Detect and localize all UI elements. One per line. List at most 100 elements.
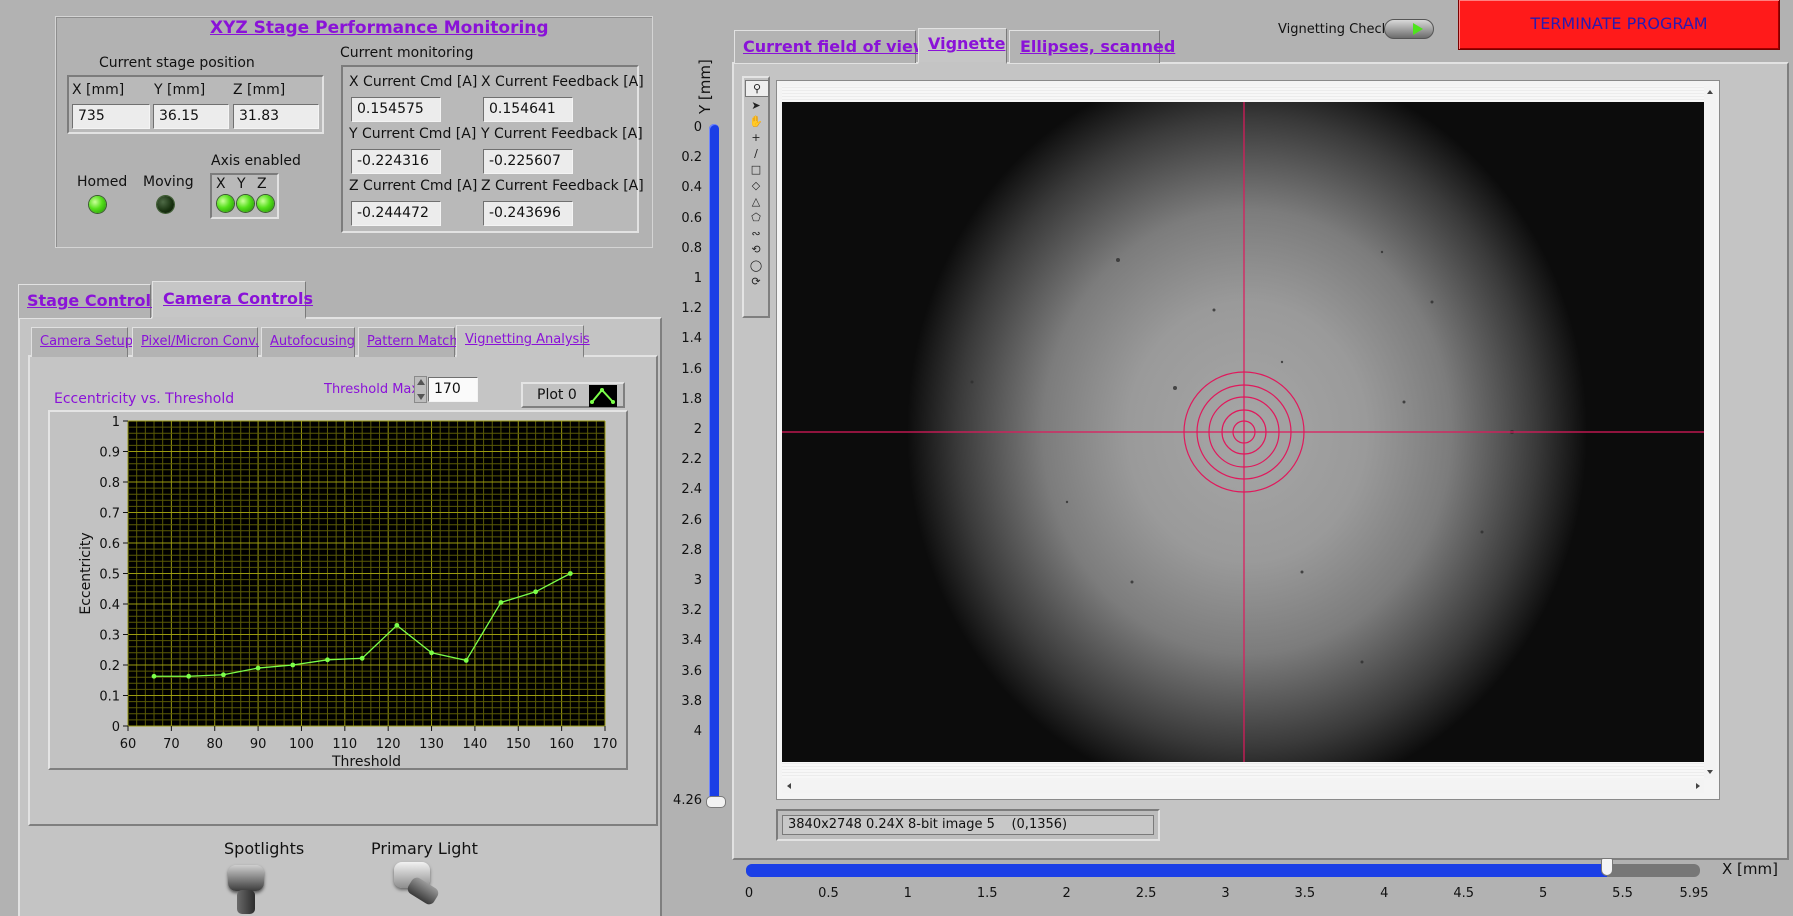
spinner-down-icon[interactable] (417, 394, 425, 400)
x-axis-slider-handle[interactable] (1600, 858, 1613, 876)
y-fb-field[interactable]: -0.225607 (483, 149, 573, 174)
x-fb-field[interactable]: 0.154641 (483, 97, 573, 122)
x-axis-label: X [mm] (1722, 860, 1778, 878)
horizontal-scrollbar[interactable] (782, 780, 1704, 793)
y-axis-tick-label: 2.2 (681, 452, 702, 468)
freehand-icon[interactable]: ∾ (751, 227, 761, 240)
tab-camera-controls-label: Camera Controls (163, 289, 313, 308)
tab-current-field-of-view[interactable]: Current field of view (734, 30, 928, 63)
spinner-up-icon[interactable] (417, 379, 425, 385)
tab-stage-controls-label: Stage Controls (27, 291, 161, 310)
z-position-field[interactable]: 31.83 (233, 104, 319, 129)
y-axis-title: Eccentricity (78, 532, 94, 614)
pointer-icon[interactable]: ➤ (751, 99, 761, 112)
tab-camera-controls[interactable]: Camera Controls (152, 281, 313, 319)
point-icon[interactable]: + (751, 131, 761, 144)
terminate-program-button[interactable]: TERMINATE PROGRAM (1458, 0, 1780, 50)
x-axis-ticks: 0 0.5 1 1.5 2 2.5 3 3.5 4 4.5 5 5.5 5.95 (0, 886, 1793, 906)
x-cmd-field[interactable]: 0.154575 (351, 97, 441, 122)
y-tick-label: 0.7 (99, 507, 120, 522)
x-cmd-label: X Current Cmd [A] (349, 74, 478, 90)
y-axis-tick-label: 0.6 (681, 210, 702, 226)
x-axis-slider-track[interactable] (746, 864, 1700, 877)
tab-ellipses-scanned[interactable]: Ellipses, scanned (1009, 30, 1175, 63)
polygon-icon[interactable]: ⬠ (751, 211, 761, 224)
image-tools-palette: ⚲ ➤ ✋ + ∕ □ ◇ △ ⬠ ∾ ⟲ ◯ ⟳ (742, 76, 770, 318)
z-fb-field[interactable]: -0.243696 (483, 201, 573, 226)
y-axis-tick-label: 1.4 (681, 331, 702, 347)
axis-y-led[interactable] (237, 195, 254, 212)
vignetting-check-button[interactable] (1384, 19, 1434, 39)
y-cmd-label: Y Current Cmd [A] (349, 126, 477, 142)
tab-stage-controls[interactable]: Stage Controls (18, 284, 161, 318)
sub-tab-pixel-micron[interactable]: Pixel/Micron Conv. (132, 327, 259, 357)
rectangle-icon[interactable]: □ (750, 163, 762, 176)
camera-image[interactable] (782, 102, 1704, 762)
sub-tab-autofocusing[interactable]: Autofocusing (261, 327, 355, 357)
x-tick-label: 160 (549, 737, 574, 752)
x-axis-title: Threshold (331, 754, 401, 770)
y-tick-label: 0.6 (99, 537, 120, 552)
y-cmd-field[interactable]: -0.224316 (351, 149, 441, 174)
vertical-scrollbar[interactable] (1704, 86, 1716, 778)
plot-legend[interactable]: Plot 0 (521, 382, 625, 408)
z-fb-label: Z Current Feedback [A] (481, 178, 644, 194)
y-position-field[interactable]: 36.15 (153, 104, 229, 129)
scroll-down-icon[interactable] (1707, 770, 1713, 774)
broken-annulus-icon[interactable]: ⟳ (751, 275, 761, 288)
y-axis-label: Y [mm] (696, 59, 714, 114)
polyline-icon[interactable]: ⟲ (751, 243, 761, 256)
terminate-program-label: TERMINATE PROGRAM (1530, 14, 1708, 33)
x-position-field[interactable]: 735 (72, 104, 150, 129)
line-icon[interactable]: ∕ (754, 147, 758, 160)
primary-light-toggle[interactable] (392, 860, 444, 910)
x-tick-label: 140 (462, 737, 487, 752)
y-axis-tick-label: 0.8 (681, 240, 702, 256)
y-tick-label: 0.1 (99, 690, 120, 705)
axis-x-led[interactable] (217, 195, 234, 212)
monitor-panel (55, 16, 653, 248)
sub-tab-vignetting-analysis[interactable]: Vignetting Analysis (456, 325, 590, 358)
z-cmd-field[interactable]: -0.244472 (351, 201, 441, 226)
stage-position-label: Current stage position (99, 55, 255, 71)
y-axis-slider-track[interactable] (709, 124, 719, 804)
tab-vignette[interactable]: Vignette (918, 28, 1007, 64)
scroll-left-icon[interactable] (787, 783, 791, 789)
y-axis-slider-handle[interactable] (706, 796, 726, 808)
scroll-up-icon[interactable] (1707, 90, 1713, 94)
image-display-top-strip (782, 86, 1704, 102)
chart-title: Eccentricity vs. Threshold (54, 391, 235, 407)
axis-z-led[interactable] (257, 195, 274, 212)
image-display-bottom-strip (782, 762, 1704, 778)
y-axis-tick-label: 1.2 (681, 301, 702, 317)
annulus-icon[interactable]: △ (751, 195, 761, 208)
y-tick-label: 1 (112, 415, 120, 430)
scroll-right-icon[interactable] (1696, 783, 1700, 789)
pan-hand-icon[interactable]: ✋ (749, 115, 763, 128)
oval-icon[interactable]: ◯ (749, 259, 763, 272)
zoom-icon[interactable]: ⚲ (745, 80, 769, 97)
sub-tab-pattern-match[interactable]: Pattern Match (358, 327, 458, 357)
x-axis-tick-label: 5.95 (1679, 886, 1709, 901)
data-point (325, 657, 330, 663)
current-monitoring-label: Current monitoring (340, 45, 474, 61)
y-tick-label: 0.8 (99, 476, 120, 491)
x-axis-slider-fill (746, 864, 1607, 877)
image-coords-text: (0,1356) (1011, 817, 1068, 832)
monitor-title[interactable]: XYZ Stage Performance Monitoring (210, 18, 549, 38)
primary-light-label: Primary Light (371, 839, 478, 858)
threshold-max-field[interactable]: 170 (428, 377, 478, 402)
image-info-text: 3840x2748 0.24X 8-bit image 5 (788, 817, 995, 832)
play-icon (1413, 23, 1423, 35)
spotlights-toggle[interactable] (228, 862, 268, 914)
x-axis-tick-label: 1.5 (976, 886, 998, 901)
y-tick-label: 0 (112, 720, 120, 735)
camera-image-overlay (782, 102, 1704, 762)
threshold-max-spinner[interactable] (414, 376, 427, 403)
moving-label: Moving (143, 174, 194, 190)
x-axis-tick-label: 5 (1538, 886, 1548, 901)
x-tick-label: 70 (163, 737, 180, 752)
sub-tab-camera-setup[interactable]: Camera Setup (31, 327, 133, 357)
rotated-rectangle-icon[interactable]: ◇ (751, 179, 761, 192)
